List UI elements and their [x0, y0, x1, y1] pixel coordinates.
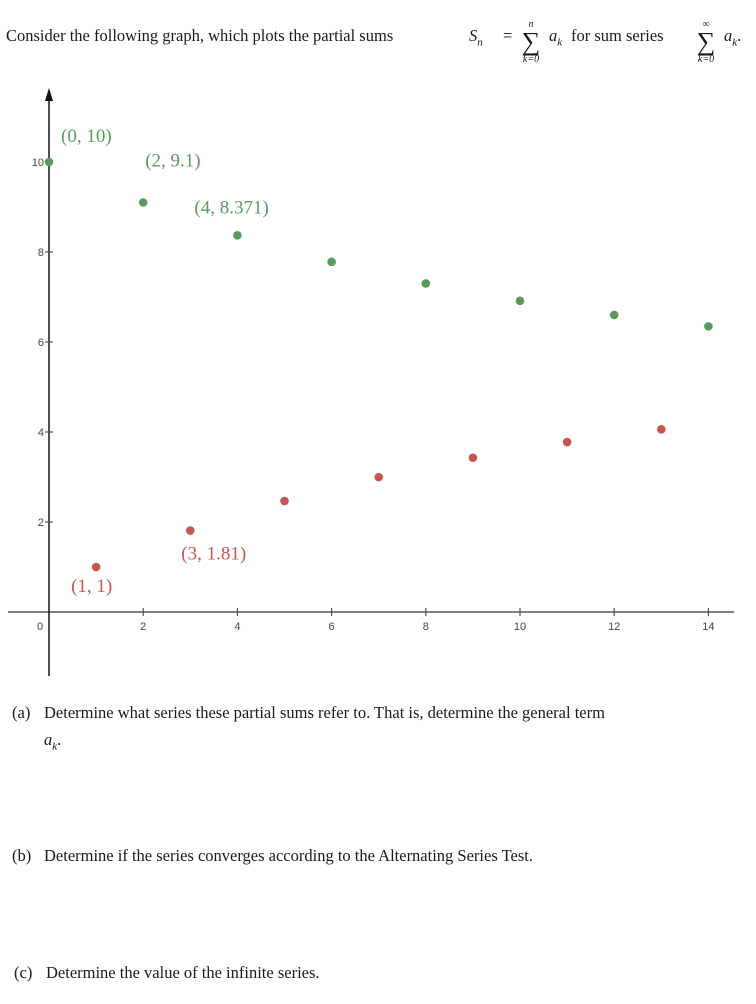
data-point — [91, 562, 101, 572]
data-point — [704, 322, 713, 331]
question-b-label: (b) — [12, 846, 32, 865]
point-annotation: (0, 10) — [61, 126, 112, 147]
data-point — [468, 453, 478, 463]
x-tick-label: 4 — [234, 621, 240, 633]
question-a-text: Determine what series these partial sums… — [44, 703, 605, 722]
x-tick-label: 8 — [423, 621, 429, 633]
term-ak-2: ak. — [724, 26, 742, 49]
question-a-continuation: ak. — [44, 730, 62, 753]
sn-symbol: Sn — [469, 26, 483, 49]
data-point — [515, 296, 525, 306]
question-b: (b) Determine if the series converges acc… — [12, 846, 533, 866]
point-annotation: (3, 1.81) — [181, 544, 246, 565]
y-tick-label: 8 — [38, 247, 44, 259]
data-point — [138, 198, 148, 207]
x-tick-label: 2 — [140, 621, 146, 633]
data-points — [44, 157, 713, 572]
summation-2: ∞ ∑ k=0 — [696, 19, 716, 66]
data-point — [186, 526, 195, 535]
y-tick-label: 4 — [38, 427, 44, 439]
point-annotations: (0, 10) (2, 9.1) (4, 8.371) (1, 1) (3, 1.81) — [61, 126, 269, 597]
question-a-label: (a) — [12, 703, 31, 722]
y-tick-label: 6 — [38, 337, 44, 349]
intro-text-before: Consider the following graph, which plot… — [6, 26, 394, 45]
data-point — [374, 472, 384, 482]
summation-1: n ∑ k=0 — [521, 19, 541, 66]
data-point — [327, 257, 336, 267]
data-point — [421, 279, 431, 288]
data-point — [280, 496, 289, 506]
point-annotation: (1, 1) — [71, 576, 112, 597]
x-tick-label: 6 — [329, 621, 335, 633]
data-point — [609, 310, 619, 320]
problem-intro: Consider the following graph, which plot… — [6, 20, 756, 70]
intro-text-middle: for sum series — [571, 26, 664, 45]
question-a: (a) Determine what series these partial s… — [12, 703, 605, 723]
y-axis-arrow-icon — [45, 88, 53, 101]
y-tick-label: 10 — [32, 157, 44, 169]
question-c-label: (c) — [14, 963, 33, 982]
partial-sums-scatter-plot: 0 2 4 6 8 10 12 14 2 4 6 8 10 (0, 10) (2, 9.1) (4, 8.3… — [8, 88, 734, 676]
point-annotation: (2, 9.1) — [145, 151, 200, 172]
data-point — [233, 231, 242, 240]
axes: 0 2 4 6 8 10 12 14 2 4 6 8 10 — [8, 88, 734, 676]
x-tick-label: 0 — [37, 621, 43, 633]
x-tick-label: 12 — [608, 621, 620, 633]
data-point — [657, 425, 666, 434]
data-point — [562, 437, 572, 447]
question-c: (c) Determine the value of the infinite s… — [14, 963, 320, 983]
data-point — [44, 157, 54, 167]
x-tick-label: 10 — [514, 621, 526, 633]
y-tick-label: 2 — [38, 517, 44, 529]
point-annotation: (4, 8.371) — [194, 197, 268, 218]
question-b-text: Determine if the series converges accord… — [44, 846, 533, 865]
x-tick-label: 14 — [702, 621, 714, 633]
term-ak-1: ak — [549, 26, 563, 49]
equals-sign: = — [503, 26, 513, 45]
question-c-text: Determine the value of the infinite seri… — [46, 963, 320, 982]
